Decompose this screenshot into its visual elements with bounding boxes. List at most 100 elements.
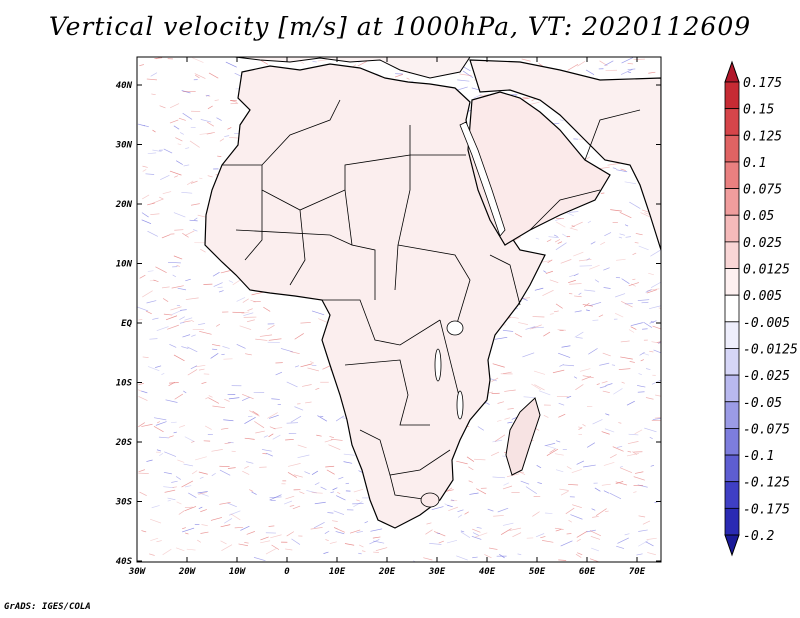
velocity-streak bbox=[185, 230, 195, 236]
colorbar-band bbox=[724, 134, 740, 163]
velocity-streak bbox=[236, 297, 246, 302]
velocity-streak bbox=[152, 317, 159, 320]
velocity-streak bbox=[189, 219, 198, 222]
velocity-streak bbox=[199, 177, 203, 180]
velocity-streak bbox=[224, 398, 230, 402]
velocity-streak bbox=[317, 415, 328, 422]
velocity-streak bbox=[492, 439, 503, 443]
velocity-streak bbox=[173, 212, 186, 218]
velocity-streak bbox=[198, 323, 206, 326]
velocity-streak bbox=[457, 509, 464, 512]
velocity-streak bbox=[456, 460, 468, 465]
velocity-streak bbox=[207, 105, 213, 110]
velocity-streak bbox=[569, 211, 579, 213]
velocity-streak bbox=[172, 486, 177, 488]
velocity-streak bbox=[139, 64, 145, 67]
velocity-streak bbox=[313, 521, 325, 529]
colorbar-band bbox=[724, 428, 740, 456]
velocity-streak bbox=[224, 442, 231, 445]
velocity-streak bbox=[297, 454, 310, 459]
velocity-streak bbox=[200, 248, 206, 253]
velocity-streak bbox=[185, 147, 190, 150]
velocity-streak bbox=[560, 540, 573, 547]
velocity-streak bbox=[634, 242, 639, 244]
velocity-streak bbox=[170, 306, 182, 311]
velocity-streak bbox=[448, 506, 459, 512]
velocity-streak bbox=[369, 539, 380, 545]
velocity-streak bbox=[610, 209, 622, 212]
velocity-streak bbox=[141, 212, 149, 218]
velocity-streak bbox=[185, 297, 199, 300]
lake-victoria bbox=[446, 320, 464, 336]
velocity-streak bbox=[504, 417, 511, 420]
colorbar-label: 0.005 bbox=[743, 289, 782, 304]
velocity-streak bbox=[210, 353, 219, 359]
velocity-streak bbox=[358, 552, 362, 555]
asia-coastline bbox=[469, 59, 661, 251]
velocity-streak bbox=[152, 149, 162, 152]
velocity-streak bbox=[576, 460, 585, 465]
velocity-streak bbox=[325, 539, 329, 542]
velocity-streak bbox=[616, 545, 625, 549]
colorbar-top-arrow bbox=[724, 60, 740, 83]
velocity-streak bbox=[311, 470, 319, 476]
velocity-streak bbox=[206, 131, 215, 135]
velocity-streak bbox=[632, 451, 638, 455]
velocity-streak bbox=[197, 491, 208, 494]
velocity-streak bbox=[621, 381, 625, 384]
velocity-streak bbox=[555, 221, 566, 228]
velocity-streak bbox=[554, 527, 564, 530]
velocity-streak bbox=[573, 376, 578, 379]
velocity-streak bbox=[627, 450, 632, 453]
velocity-streak bbox=[571, 468, 582, 474]
velocity-streak bbox=[548, 236, 559, 238]
velocity-streak bbox=[167, 500, 171, 502]
velocity-streak bbox=[318, 318, 328, 323]
velocity-streak bbox=[645, 368, 651, 371]
colorbar-band bbox=[724, 214, 740, 243]
velocity-streak bbox=[150, 518, 162, 524]
velocity-streak bbox=[174, 393, 184, 400]
colorbar-label: -0.05 bbox=[743, 396, 782, 411]
velocity-streak bbox=[587, 220, 592, 224]
velocity-streak bbox=[164, 489, 176, 493]
velocity-streak bbox=[565, 212, 574, 217]
velocity-streak bbox=[228, 510, 241, 516]
velocity-streak bbox=[456, 555, 468, 561]
velocity-streak bbox=[168, 381, 175, 387]
velocity-streak bbox=[620, 467, 633, 473]
velocity-streak bbox=[531, 383, 542, 391]
velocity-streak bbox=[138, 469, 145, 473]
velocity-streak bbox=[491, 377, 499, 382]
velocity-streak bbox=[244, 416, 256, 425]
velocity-streak bbox=[212, 405, 226, 409]
lon-tick-label: 0 bbox=[284, 567, 290, 577]
velocity-streak bbox=[169, 344, 177, 348]
velocity-streak bbox=[142, 356, 149, 358]
velocity-streak bbox=[242, 393, 254, 400]
lat-tick-label: 10N bbox=[116, 260, 133, 270]
velocity-streak bbox=[167, 497, 176, 501]
velocity-streak bbox=[356, 531, 363, 533]
velocity-streak bbox=[555, 217, 562, 222]
velocity-streak bbox=[627, 441, 639, 445]
velocity-streak bbox=[337, 491, 341, 495]
velocity-streak bbox=[616, 169, 628, 173]
velocity-streak bbox=[138, 396, 148, 401]
velocity-streak bbox=[200, 509, 207, 513]
velocity-streak bbox=[307, 367, 319, 372]
colorbar-band bbox=[724, 268, 740, 296]
velocity-streak bbox=[613, 388, 623, 395]
velocity-streak bbox=[494, 434, 506, 442]
velocity-streak bbox=[632, 252, 637, 256]
velocity-streak bbox=[614, 312, 624, 318]
velocity-streak bbox=[585, 156, 591, 160]
velocity-streak bbox=[198, 491, 208, 495]
velocity-streak bbox=[509, 316, 519, 319]
lon-tick-label: 20W bbox=[178, 567, 197, 577]
velocity-streak bbox=[600, 241, 606, 246]
velocity-streak bbox=[185, 532, 189, 535]
velocity-streak bbox=[628, 433, 639, 436]
velocity-streak bbox=[361, 550, 366, 552]
velocity-streak bbox=[431, 506, 444, 510]
